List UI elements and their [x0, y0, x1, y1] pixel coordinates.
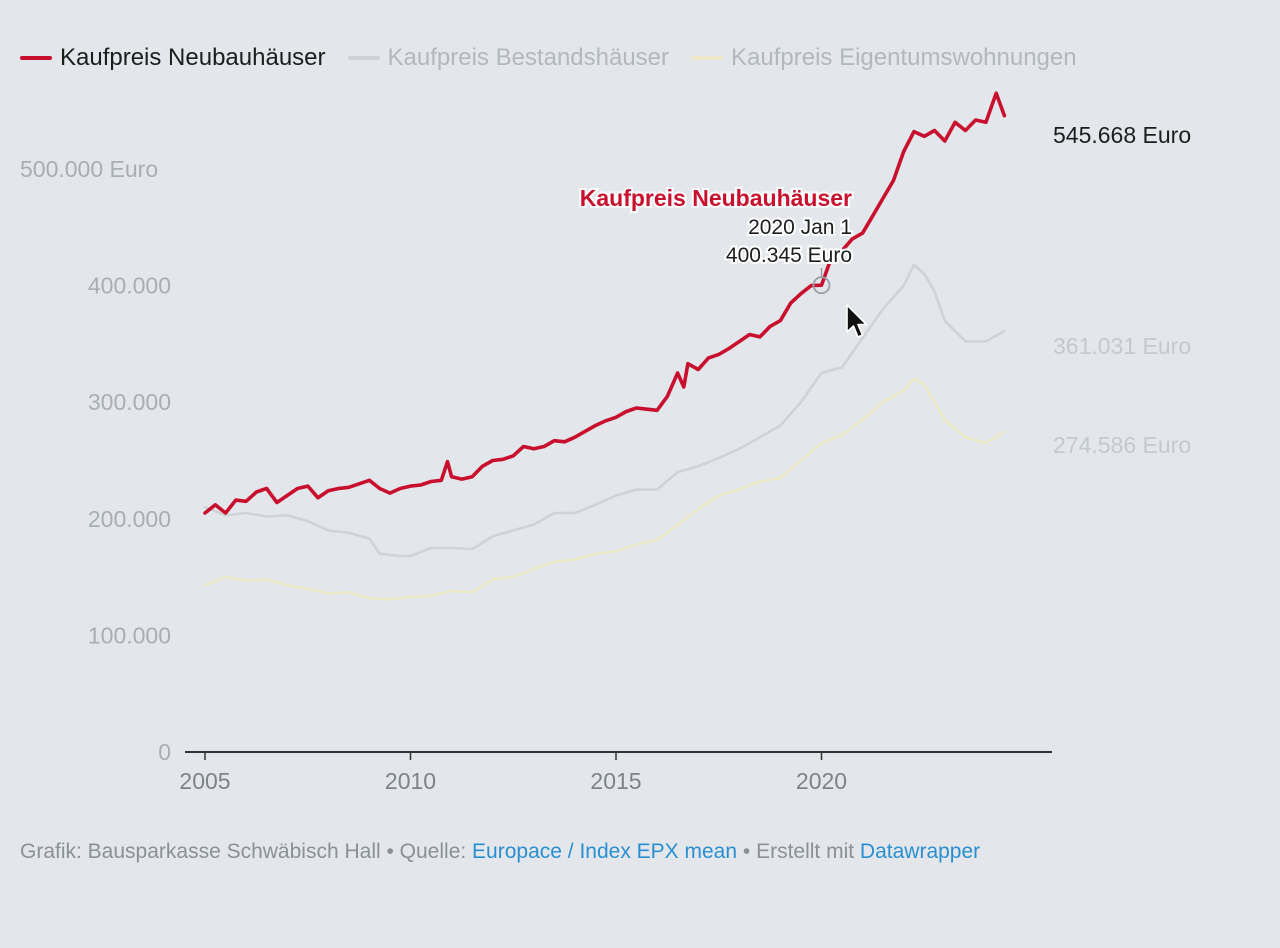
datawrapper-link[interactable]: Datawrapper: [859, 840, 981, 863]
series-end-label: 361.031 Euro: [1053, 333, 1191, 359]
y-tick-label: 500.000 Euro: [20, 156, 158, 182]
legend-label: Kaufpreis Eigentumswohnungen: [731, 44, 1077, 71]
x-tick-label: 2015: [590, 768, 641, 794]
made-with-text: • Erstellt mit: [737, 840, 860, 863]
legend-label: Kaufpreis Neubauhäuser: [60, 44, 326, 71]
x-axis: 2005 2010 2015 2020: [179, 751, 1052, 794]
y-axis-labels: 0 100.000 200.000 300.000 400.000 500.000 Eur…: [20, 156, 171, 765]
credit-text: Grafik: Bausparkasse Schwäbisch Hall • Q…: [20, 840, 473, 863]
legend-item[interactable]: Kaufpreis Bestandshäuser: [347, 44, 670, 72]
series-line[interactable]: [203, 91, 1007, 515]
legend: Kaufpreis Neubauhäuser Kaufpreis Bestands…: [20, 44, 1099, 72]
legend-swatch: [691, 56, 724, 60]
series-line[interactable]: [203, 377, 1006, 601]
series-lines: [203, 91, 1007, 601]
tooltip-value: 400.345 Euro: [726, 244, 852, 267]
tooltip-series: Kaufpreis Neubauhäuser: [580, 185, 852, 211]
x-tick-label: 2005: [179, 768, 230, 794]
x-tick-label: 2010: [385, 768, 436, 794]
series-line[interactable]: [203, 263, 1006, 558]
y-tick-label: 300.000: [88, 389, 171, 415]
line-chart: 0 100.000 200.000 300.000 400.000 500.000 Eur…: [20, 91, 1191, 794]
tooltip: Kaufpreis Neubauhäuser 2020 Jan 1 400.345 …: [578, 183, 854, 295]
highlight-point[interactable]: [812, 276, 831, 295]
legend-swatch: [20, 56, 52, 60]
mouse-pointer-icon: [846, 304, 868, 338]
x-tick-label: 2020: [796, 768, 847, 794]
series-end-label: 274.586 Euro: [1053, 432, 1191, 458]
footer-credits: Grafik: Bausparkasse Schwäbisch Hall • Q…: [20, 840, 980, 864]
series-end-labels: 545.668 Euro 361.031 Euro 274.586 Euro: [1053, 122, 1191, 458]
y-tick-label: 400.000: [88, 273, 171, 299]
y-tick-label: 100.000: [88, 622, 171, 648]
y-tick-label: 200.000: [88, 506, 171, 532]
legend-item[interactable]: Kaufpreis Eigentumswohnungen: [691, 44, 1077, 72]
legend-item[interactable]: Kaufpreis Neubauhäuser: [20, 44, 326, 72]
series-end-label: 545.668 Euro: [1053, 122, 1191, 148]
source-link[interactable]: Europace / Index EPX mean: [472, 840, 738, 863]
tooltip-date: 2020 Jan 1: [748, 216, 852, 239]
legend-label: Kaufpreis Bestandshäuser: [387, 44, 670, 71]
legend-swatch: [347, 56, 380, 60]
y-tick-label: 0: [158, 739, 171, 765]
